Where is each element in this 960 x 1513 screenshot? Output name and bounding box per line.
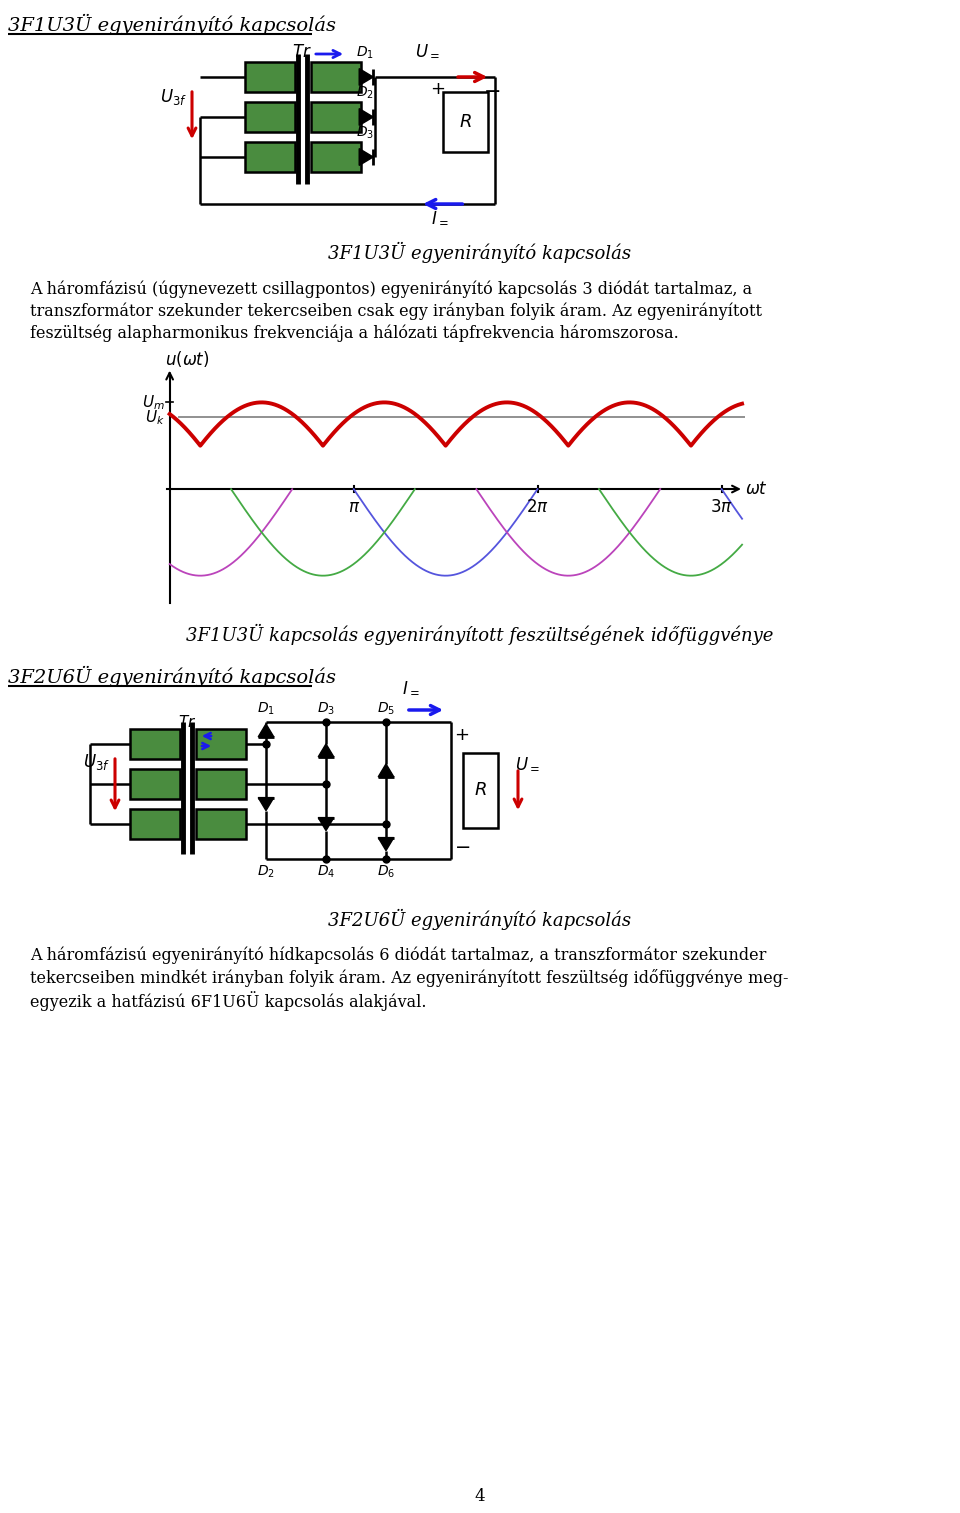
Text: $D_2$: $D_2$	[356, 85, 373, 101]
Bar	[245, 142, 295, 172]
Polygon shape	[258, 723, 274, 737]
Text: $D_{6}$: $D_{6}$	[377, 864, 396, 881]
Text: 3F1U3Ü egyenirányító kapcsolás: 3F1U3Ü egyenirányító kapcsolás	[328, 242, 632, 263]
Text: A háromfázisú egyenirányító hídkapcsolás 6 diódát tartalmaz, a transzformátor sz: A háromfázisú egyenirányító hídkapcsolás…	[30, 947, 766, 964]
Text: $U_{3f}$: $U_{3f}$	[160, 88, 187, 107]
Polygon shape	[378, 838, 394, 850]
Text: $I_{=}$: $I_{=}$	[431, 209, 449, 225]
Text: $U_{=}$: $U_{=}$	[415, 42, 440, 59]
Polygon shape	[359, 148, 373, 165]
Polygon shape	[378, 764, 394, 776]
Text: $-$: $-$	[483, 80, 500, 100]
Text: $I_{=}$: $I_{=}$	[402, 679, 420, 696]
Bar	[463, 753, 498, 828]
Bar	[130, 729, 180, 760]
Text: $D_3$: $D_3$	[356, 124, 373, 141]
Text: $U_{3f}$: $U_{3f}$	[83, 752, 110, 772]
Polygon shape	[318, 817, 334, 831]
Bar	[311, 142, 361, 172]
Text: $U_m$: $U_m$	[142, 393, 165, 412]
Text: $Tr$: $Tr$	[292, 44, 312, 61]
Polygon shape	[359, 109, 373, 126]
Text: tekercseiben mindkét irányban folyik áram. Az egyenirányított feszültség időfügg: tekercseiben mindkét irányban folyik ára…	[30, 968, 788, 986]
Bar	[196, 729, 246, 760]
Bar	[444, 92, 489, 151]
Bar	[130, 769, 180, 799]
Text: $D_{1}$: $D_{1}$	[257, 701, 275, 717]
Text: A háromfázisú (úgynevezett csillagpontos) egyenirányító kapcsolás 3 diódát tarta: A háromfázisú (úgynevezett csillagpontos…	[30, 280, 752, 298]
Text: 3F2U6Ü egyenirányító kapcsolás: 3F2U6Ü egyenirányító kapcsolás	[328, 909, 632, 930]
Text: $u(\omega t)$: $u(\omega t)$	[165, 350, 209, 369]
Text: 3F1U3Ü egyenirányító kapcsolás: 3F1U3Ü egyenirányító kapcsolás	[8, 14, 336, 35]
Text: transzformátor szekunder tekercseiben csak egy irányban folyik áram. Az egyenirá: transzformátor szekunder tekercseiben cs…	[30, 303, 762, 319]
Bar	[196, 809, 246, 840]
Text: $D_{4}$: $D_{4}$	[317, 864, 335, 881]
Bar	[311, 62, 361, 92]
Text: $U_{=}$: $U_{=}$	[515, 755, 540, 773]
Text: $-$: $-$	[454, 837, 470, 855]
Polygon shape	[258, 797, 274, 811]
Text: $+$: $+$	[430, 80, 445, 98]
Text: $3\pi$: $3\pi$	[710, 499, 733, 516]
Text: $R$: $R$	[473, 781, 487, 799]
Text: 4: 4	[474, 1487, 486, 1505]
Text: $D_1$: $D_1$	[356, 44, 373, 61]
Text: egyezik a hatfázisú 6F1U6Ü kapcsolás alakjával.: egyezik a hatfázisú 6F1U6Ü kapcsolás ala…	[30, 991, 426, 1011]
Polygon shape	[318, 744, 334, 756]
Text: 3F1U3Ü kapcsolás egyenirányított feszültségének időfüggvénye: 3F1U3Ü kapcsolás egyenirányított feszült…	[186, 623, 774, 645]
Bar	[311, 101, 361, 132]
Text: $D_{3}$: $D_{3}$	[317, 701, 335, 717]
Bar	[196, 769, 246, 799]
Text: $D_{5}$: $D_{5}$	[377, 701, 396, 717]
Text: 3F2U6Ü egyenirányító kapcsolás: 3F2U6Ü egyenirányító kapcsolás	[8, 666, 336, 687]
Text: $Tr$: $Tr$	[178, 714, 196, 729]
Text: $\pi$: $\pi$	[348, 499, 360, 516]
Text: $U_k$: $U_k$	[145, 409, 165, 427]
Bar	[245, 101, 295, 132]
Text: $D_{2}$: $D_{2}$	[257, 864, 275, 881]
Text: $+$: $+$	[454, 726, 469, 744]
Bar	[245, 62, 295, 92]
Text: $2\pi$: $2\pi$	[526, 499, 549, 516]
Text: $\omega t$: $\omega t$	[745, 481, 768, 498]
Polygon shape	[359, 68, 373, 85]
Text: feszültség alapharmonikus frekvenciája a hálózati tápfrekvencia háromszorosa.: feszültség alapharmonikus frekvenciája a…	[30, 324, 679, 342]
Text: $R$: $R$	[459, 113, 471, 132]
Bar	[130, 809, 180, 840]
